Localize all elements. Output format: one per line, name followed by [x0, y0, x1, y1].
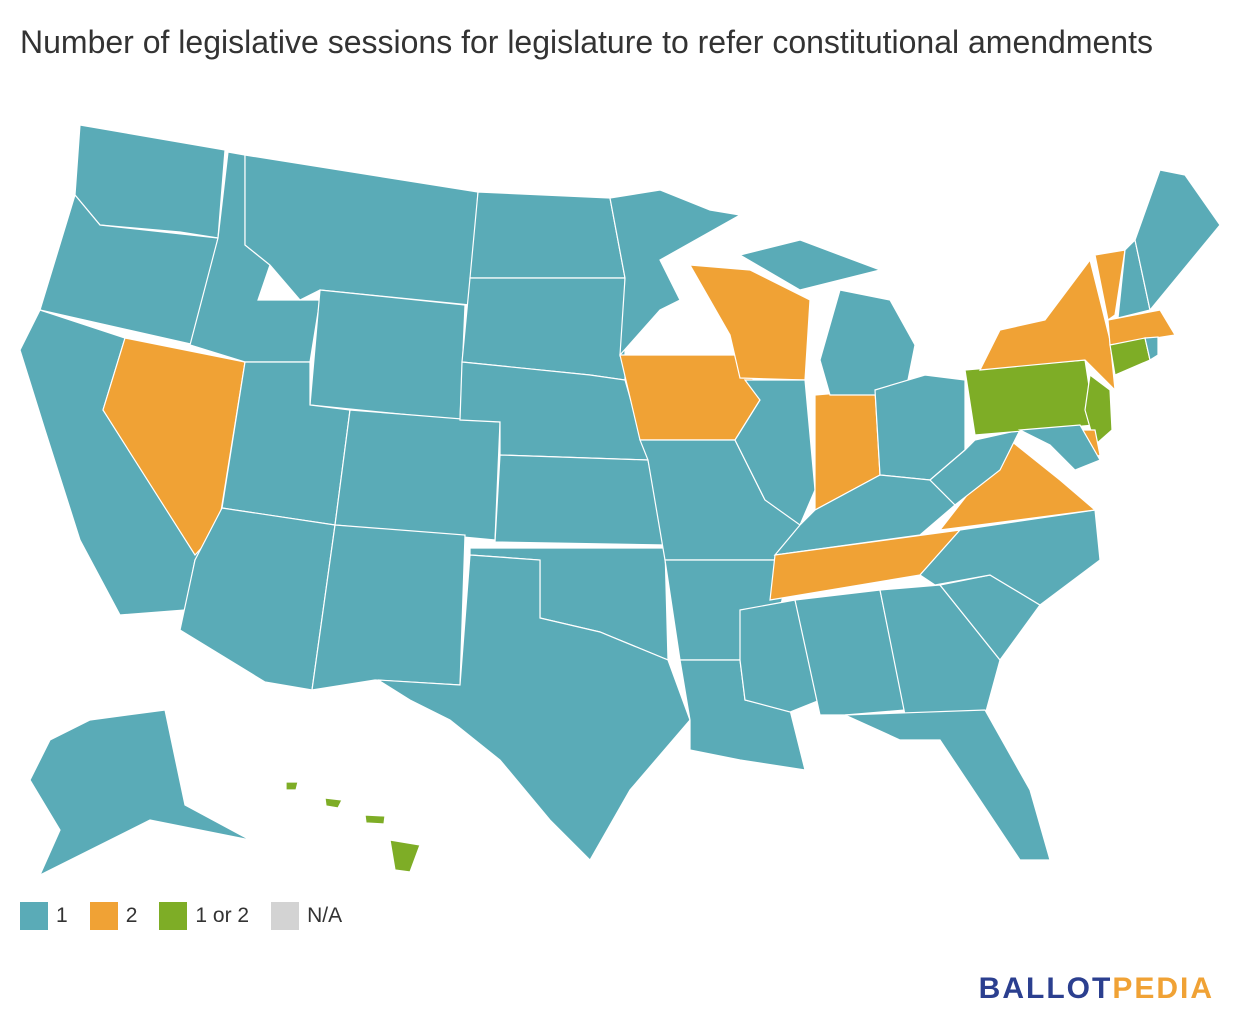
legend: 1 2 1 or 2 N/A [20, 902, 342, 930]
region [734, 379, 816, 526]
region [1017, 424, 1101, 471]
legend-label: 2 [125, 904, 138, 927]
region [74, 124, 226, 239]
region [964, 359, 1096, 436]
region [244, 154, 479, 306]
region [919, 509, 1101, 606]
logo-text: BALLOT [978, 972, 1113, 1005]
region [1084, 373, 1113, 447]
legend-label: N/A [307, 904, 343, 927]
region [469, 191, 626, 279]
region [1134, 169, 1221, 312]
legend-swatch [159, 902, 188, 930]
legend-item: N/A [271, 902, 342, 930]
legend-item: 1 or 2 [159, 902, 249, 930]
region [364, 814, 386, 825]
region [879, 584, 1001, 716]
legend-swatch [89, 902, 118, 930]
region [377, 554, 691, 861]
region [609, 189, 742, 357]
legend-item: 1 [20, 902, 68, 930]
region [309, 289, 466, 421]
region [1094, 249, 1126, 322]
legend-item: 2 [89, 902, 138, 930]
region [819, 289, 916, 396]
region [738, 239, 883, 291]
region [29, 709, 251, 877]
region [1109, 337, 1151, 376]
legend-swatch [271, 902, 300, 930]
region [311, 524, 466, 691]
legend-label: 1 [56, 904, 68, 927]
region [324, 797, 343, 809]
region [844, 709, 1051, 861]
logo-text: PEDIA [1112, 972, 1214, 1005]
logo: BALLOTPEDIA [979, 972, 1214, 1006]
title: Number of legislative sessions for legis… [20, 24, 1153, 60]
region [794, 589, 906, 716]
region [1107, 309, 1176, 346]
region [285, 781, 299, 791]
legend-swatch [20, 902, 48, 930]
legend-label: 1 or 2 [195, 904, 250, 927]
region [773, 474, 956, 556]
region [1144, 336, 1159, 361]
region [334, 409, 501, 541]
region [389, 839, 421, 873]
region [494, 454, 666, 546]
